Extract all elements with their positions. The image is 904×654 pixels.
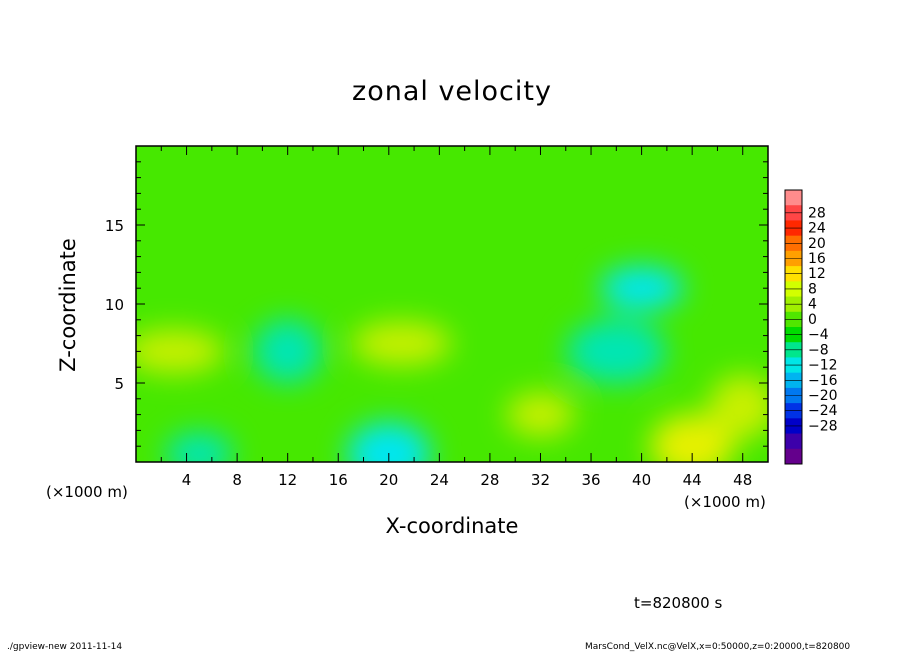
- field-feature: [346, 422, 431, 462]
- colorbar-segment: [785, 190, 802, 206]
- y-tick-label: 15: [105, 217, 124, 235]
- x-tick-label: 4: [182, 471, 192, 489]
- colorbar-label: 12: [808, 266, 826, 282]
- field-feature: [506, 392, 575, 437]
- footer-left: ./gpview-new 2011-11-14: [7, 642, 123, 652]
- x-tick-label: 44: [683, 471, 702, 489]
- colorbar-label: −12: [808, 358, 838, 374]
- x-tick-label: 40: [632, 471, 651, 489]
- x-tick-label: 48: [733, 471, 752, 489]
- colorbar-label: 0: [808, 312, 817, 328]
- colorbar-label: 4: [808, 297, 817, 313]
- colorbar-label: 16: [808, 251, 826, 267]
- x-axis: 4 8 12 16 20 24 28 32 36 40 44 48: [160, 146, 769, 489]
- footer-right: MarsCond_VelX.nc@VelX,x=0:50000,z=0:2000…: [585, 642, 851, 652]
- colorbar-label: −28: [808, 418, 838, 434]
- plot-background: [136, 146, 768, 462]
- y-tick-label: 5: [114, 375, 124, 393]
- y-tick-label: 10: [105, 296, 124, 314]
- field-feature: [708, 374, 768, 439]
- colorbar-label: 20: [808, 236, 826, 252]
- field-feature: [599, 266, 684, 311]
- colorbar-frame: [784, 189, 803, 465]
- x-tick-label: 32: [531, 471, 550, 489]
- colorbar-segment: [785, 433, 802, 450]
- colorbar-segment: [785, 448, 802, 465]
- field-feature: [566, 319, 667, 384]
- field-feature: [136, 329, 224, 374]
- x-tick-label: 28: [480, 471, 499, 489]
- colorbar-label: 24: [808, 221, 826, 237]
- colorbar-label: 28: [808, 205, 826, 221]
- field-feature: [253, 319, 322, 384]
- x-axis-label: X-coordinate: [385, 514, 519, 538]
- field-feature: [351, 321, 452, 366]
- y-axis-label: Z-coordinate: [56, 238, 80, 372]
- colorbar-label: −16: [808, 373, 838, 389]
- x-unit-left: (×1000 m): [46, 483, 128, 501]
- chart-title: zonal velocity: [352, 76, 552, 107]
- time-label: t=820800 s: [634, 594, 723, 612]
- colorbar-label: 8: [808, 281, 817, 297]
- x-tick-label: 20: [379, 471, 398, 489]
- x-tick-label: 12: [278, 471, 297, 489]
- x-tick-label: 36: [581, 471, 600, 489]
- x-tick-label: 24: [430, 471, 449, 489]
- colorbar-label: −8: [808, 342, 829, 358]
- colorbar-label: −20: [808, 388, 838, 404]
- x-tick-label: 8: [232, 471, 242, 489]
- y-axis: 5 10 15: [105, 161, 768, 447]
- field-feature: [165, 432, 234, 462]
- x-tick-label: 16: [329, 471, 348, 489]
- x-unit-right: (×1000 m): [684, 493, 766, 511]
- field-feature: [650, 414, 735, 462]
- colorbar-label: −4: [808, 327, 829, 343]
- colorbar-label: −24: [808, 403, 838, 419]
